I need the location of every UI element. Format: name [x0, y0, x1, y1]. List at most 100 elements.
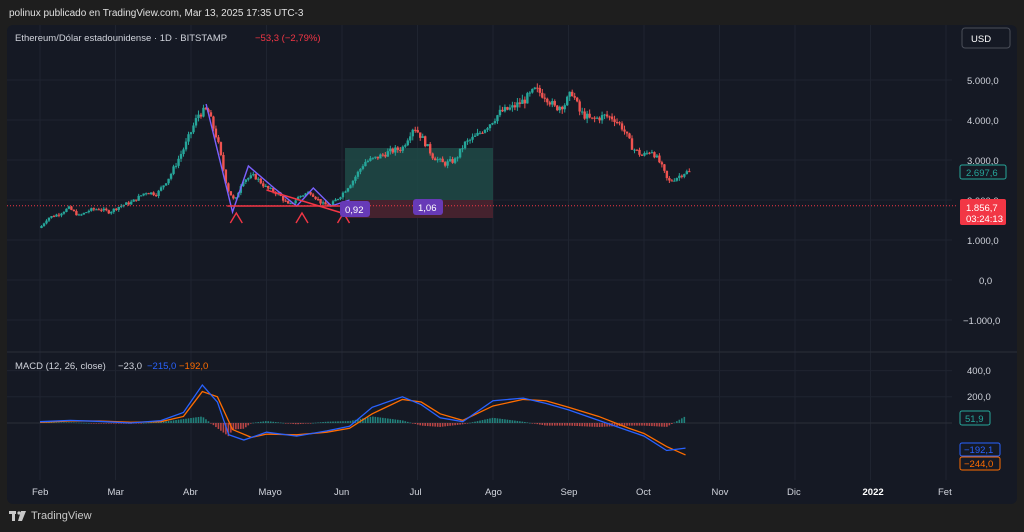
candle-body	[426, 144, 429, 147]
candle-body	[404, 145, 407, 147]
macd-histogram-bar	[561, 423, 564, 426]
candle-body	[451, 159, 454, 163]
currency-button[interactable]: USD	[961, 27, 1011, 49]
macd-histogram-bar	[262, 421, 265, 423]
macd-histogram-bar	[524, 421, 526, 423]
macd-histogram-bar	[643, 423, 646, 426]
candle-body	[543, 97, 546, 99]
time-axis-label: Mar	[108, 487, 124, 498]
candle-body	[513, 105, 517, 108]
candle-body	[354, 176, 357, 181]
candle-body	[598, 117, 601, 121]
candle-body	[491, 123, 494, 125]
candle-body	[523, 99, 527, 104]
candle-body	[95, 209, 98, 211]
macd-histogram-bar	[646, 423, 648, 426]
macd-histogram-bar	[254, 422, 257, 424]
candle-body	[409, 136, 412, 141]
candle-body	[137, 195, 140, 201]
candle-body	[441, 158, 444, 163]
pattern-drawings[interactable]	[205, 103, 353, 224]
macd-histogram-bar	[364, 417, 367, 423]
macd-histogram-bar	[304, 423, 307, 424]
candle-body	[289, 203, 292, 205]
candle-body	[660, 162, 664, 165]
ratio-label-1[interactable]: 0,92	[340, 201, 370, 217]
time-axis-label: Dic	[787, 487, 801, 498]
candle-body	[650, 152, 654, 154]
macd-histogram-bar	[616, 423, 618, 427]
macd-histogram-bar	[588, 423, 591, 427]
candle-body	[381, 154, 385, 156]
candle-body	[321, 202, 325, 204]
macd-histogram-bar	[349, 420, 352, 423]
candle-body	[685, 171, 689, 175]
candle-body	[85, 212, 88, 214]
candle-body	[473, 135, 477, 137]
macd-histogram-bar	[658, 423, 661, 427]
candle-body	[159, 187, 163, 191]
last-close-tag: 2.697,6	[966, 168, 998, 179]
candle-body	[384, 154, 387, 157]
candle-body	[47, 217, 51, 221]
candle-body	[252, 174, 255, 176]
candle-body	[110, 211, 113, 214]
macd-histogram-bar	[406, 421, 409, 423]
candle-body	[92, 208, 96, 210]
macd-histogram-bar	[504, 419, 506, 423]
price-axis-label: 1.000,0	[967, 236, 999, 247]
candle-body	[541, 92, 544, 98]
chart-panel[interactable]: Ethereum/Dólar estadounidense · 1D · BIT…	[7, 25, 1017, 504]
candle-body	[428, 144, 432, 154]
candle-body	[301, 195, 305, 197]
macd-histogram-bar	[566, 423, 569, 426]
candle-body	[157, 190, 160, 196]
macd-axis-label: 200,0	[967, 392, 991, 403]
candle-body	[147, 193, 150, 195]
candle-body	[50, 216, 53, 218]
candle-body	[331, 201, 335, 205]
macd-histogram-bar	[145, 422, 147, 424]
macd-histogram-bar	[337, 421, 339, 423]
macd-histogram-bar	[277, 422, 280, 423]
macd-histogram-bar	[284, 423, 287, 424]
candle-body	[242, 181, 245, 187]
candle-body	[52, 216, 56, 218]
candle-body	[578, 101, 581, 112]
candle-series[interactable]	[40, 83, 691, 229]
macd-histogram-bar	[212, 423, 215, 426]
candle-body	[197, 114, 200, 119]
time-axis[interactable]: Feb Mar Abr Mayo Jun Jul Ago Sep Oct Nov Dic 2022 Fe…	[32, 487, 952, 498]
macd-histogram-bar	[309, 423, 312, 424]
tradingview-brand: TradingView	[31, 510, 92, 522]
candle-body	[229, 191, 233, 196]
macd-histogram-bar	[302, 423, 304, 424]
candle-body	[548, 102, 551, 105]
macd-histogram-bar	[98, 423, 100, 424]
ratio-label-2[interactable]: 1,06	[413, 199, 443, 215]
macd-histogram-bar	[232, 423, 235, 430]
candle-body	[416, 130, 419, 133]
target-zone-box[interactable]	[345, 148, 493, 200]
macd-histogram-bar	[494, 418, 496, 423]
macd-histogram-bar	[536, 423, 539, 425]
macd-histogram-bar	[289, 423, 292, 424]
price-axis[interactable]: 5.000,0 4.000,0 3.000,0 1.000,0 0,0 −1.0…	[959, 76, 1007, 327]
macd-histogram-bar	[222, 423, 225, 433]
candle-body	[613, 119, 616, 122]
candle-body	[125, 202, 128, 205]
candle-body	[640, 154, 644, 156]
macd-histogram-bar	[541, 423, 544, 426]
macd-pane[interactable]	[7, 383, 952, 456]
macd-histogram-bar	[327, 421, 329, 423]
macd-histogram-bar	[102, 423, 105, 424]
candle-body	[563, 105, 566, 110]
macd-histogram-bar	[484, 419, 486, 423]
macd-histogram-bar	[389, 418, 392, 423]
candle-body	[60, 213, 63, 216]
macd-histogram-bar	[456, 423, 459, 425]
macd-histogram-bar	[666, 423, 668, 427]
macd-histogram-bar	[578, 423, 581, 427]
chart-canvas[interactable]: Ethereum/Dólar estadounidense · 1D · BIT…	[7, 25, 1017, 504]
candle-body	[443, 162, 447, 166]
